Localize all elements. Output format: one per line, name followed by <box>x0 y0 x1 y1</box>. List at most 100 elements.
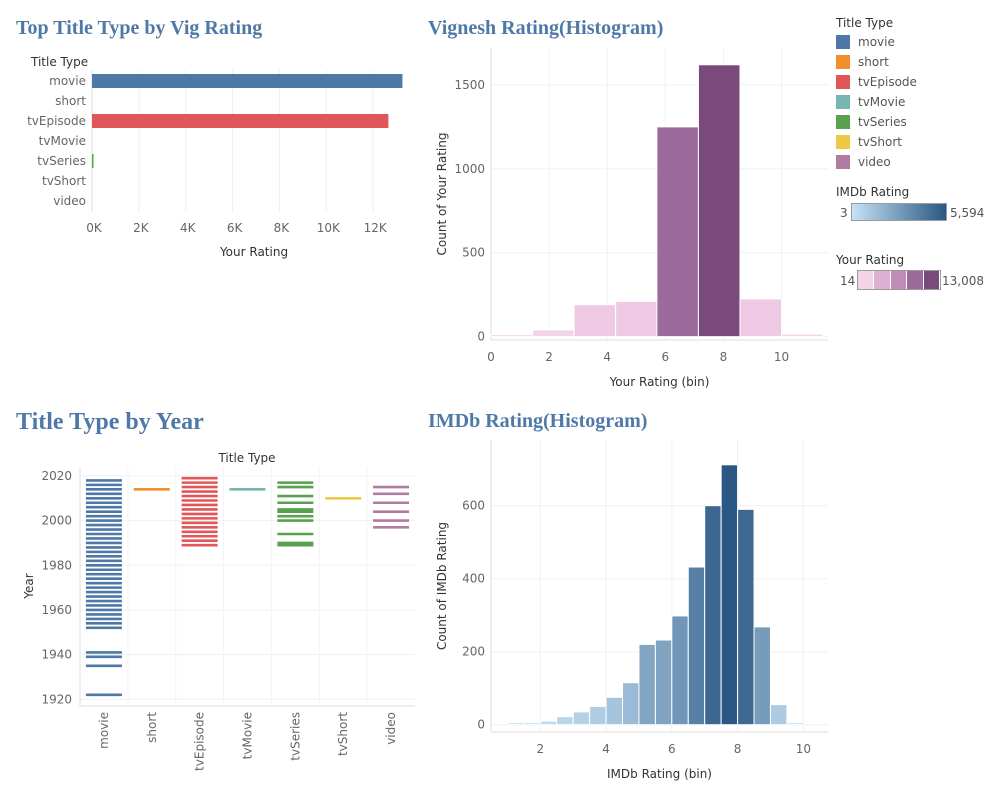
chart4-bar <box>556 716 574 726</box>
your-scale-title: Your Rating <box>836 253 905 267</box>
chart3-xcat: movie <box>97 712 111 749</box>
chart2-bar <box>490 334 534 338</box>
legend-swatch <box>836 155 850 169</box>
imdb-scale-gradient <box>851 203 947 221</box>
chart1-title: Top Title Type by Vig Rating <box>16 17 263 39</box>
chart4-bar <box>572 711 591 726</box>
chart1-ylabel: tvShort <box>42 174 86 188</box>
chart1-ylabel: tvSeries <box>37 154 86 168</box>
chart3-ytick: 1940 <box>41 648 72 662</box>
legend-swatch <box>836 135 850 149</box>
chart4-bar <box>589 705 607 726</box>
chart1-bar <box>92 114 389 128</box>
chart1-ylabel: movie <box>49 74 86 88</box>
chart1-xtick: 10K <box>317 221 341 235</box>
chart3-ytick: 1980 <box>41 558 72 572</box>
chart3-xcat: tvSeries <box>288 712 302 761</box>
chart1-header: Title Type <box>30 55 88 69</box>
chart2-ytick: 1000 <box>454 162 485 176</box>
your-scale-steps <box>857 270 941 290</box>
legend-label: tvMovie <box>858 95 906 109</box>
chart1-xtick: 12K <box>364 221 388 235</box>
chart4-bar <box>506 722 525 726</box>
your-scale-step <box>907 271 924 289</box>
chart4-bar <box>753 626 771 726</box>
chart2-ytick: 500 <box>462 246 485 260</box>
chart1-xtick: 6K <box>227 221 244 235</box>
legend-label: tvShort <box>858 135 903 149</box>
imdb-scale-title: IMDb Rating <box>836 185 910 199</box>
chart3-header: Title Type <box>217 451 275 465</box>
legend-swatch <box>836 35 850 49</box>
chart1-xlabel: Your Rating <box>219 245 288 259</box>
legend-item-video[interactable]: video <box>836 154 891 170</box>
chart2-ytick: 0 <box>477 330 485 344</box>
chart4-xtick: 10 <box>796 742 811 756</box>
chart2-bar <box>697 64 741 338</box>
chart2-xtick: 0 <box>487 350 495 364</box>
chart4-ytick: 0 <box>477 718 485 732</box>
your-scale-step <box>858 271 875 289</box>
imdb-scale-min: 3 <box>840 206 848 220</box>
chart4-xlabel: IMDb Rating (bin) <box>607 767 712 781</box>
chart1-ylabel: short <box>55 94 86 108</box>
legend-item-movie[interactable]: movie <box>836 34 895 50</box>
chart4-bar <box>654 639 673 726</box>
your-scale-step <box>890 271 908 289</box>
legend-swatch <box>836 115 850 129</box>
legend-swatch <box>836 75 850 89</box>
chart3-xcat: video <box>384 712 398 745</box>
chart1-bar <box>92 154 94 168</box>
chart4-ytick: 600 <box>462 499 485 513</box>
legend-swatch <box>836 95 850 109</box>
legend-item-tvSeries[interactable]: tvSeries <box>836 114 907 130</box>
your-scale-step <box>874 271 891 289</box>
chart3-ytick: 2020 <box>41 469 72 483</box>
your-scale-min: 14 <box>840 274 856 288</box>
legend-title: Title Type <box>836 16 894 30</box>
chart2-ytick: 1500 <box>454 78 485 92</box>
chart2-bar <box>739 298 783 338</box>
chart4-ytick: 400 <box>462 572 485 586</box>
chart1-xtick: 8K <box>274 221 291 235</box>
chart3-xcat: tvEpisode <box>193 712 207 771</box>
chart1-ylabel: video <box>53 194 86 208</box>
legend-label: tvSeries <box>858 115 907 129</box>
chart4-bar <box>769 704 788 726</box>
your-scale-step <box>923 271 941 289</box>
legend-label: movie <box>858 35 895 49</box>
legend-item-tvEpisode[interactable]: tvEpisode <box>836 74 917 90</box>
chart2-xtick: 10 <box>774 350 789 364</box>
chart2-ylabel: Count of Your Rating <box>435 133 449 256</box>
chart1-xtick: 4K <box>180 221 197 235</box>
legend-label: tvEpisode <box>858 75 917 89</box>
chart4-ytick: 200 <box>462 645 485 659</box>
imdb-scale-max: 5,594 <box>950 206 985 220</box>
chart1-bar <box>92 74 403 88</box>
chart4-xtick: 6 <box>668 742 676 756</box>
chart4-bar <box>704 505 722 726</box>
chart3-ytick: 1920 <box>41 692 72 706</box>
legend-label: video <box>858 155 891 169</box>
chart2-xtick: 2 <box>545 350 553 364</box>
chart4-title: IMDb Rating(Histogram) <box>428 410 648 432</box>
legend-item-tvMovie[interactable]: tvMovie <box>836 94 905 110</box>
chart4-xtick: 2 <box>536 742 544 756</box>
chart2-bar <box>615 300 658 338</box>
chart2-xtick: 6 <box>661 350 669 364</box>
chart4-bar <box>605 696 624 726</box>
chart4-xtick: 8 <box>734 742 742 756</box>
legend-item-tvShort[interactable]: tvShort <box>836 134 902 150</box>
chart4-bar <box>622 682 640 726</box>
chart3-ytick: 2000 <box>41 514 72 528</box>
chart2-xlabel: Your Rating (bin) <box>609 375 710 389</box>
chart4-bar <box>737 508 755 726</box>
chart2-bar <box>532 329 575 338</box>
chart2-xtick: 4 <box>603 350 611 364</box>
chart3-ytick: 1960 <box>41 603 72 617</box>
legend-item-short[interactable]: short <box>836 54 889 70</box>
chart4-bar <box>786 722 804 726</box>
legend-label: short <box>858 55 889 69</box>
chart4-bar <box>671 615 689 726</box>
